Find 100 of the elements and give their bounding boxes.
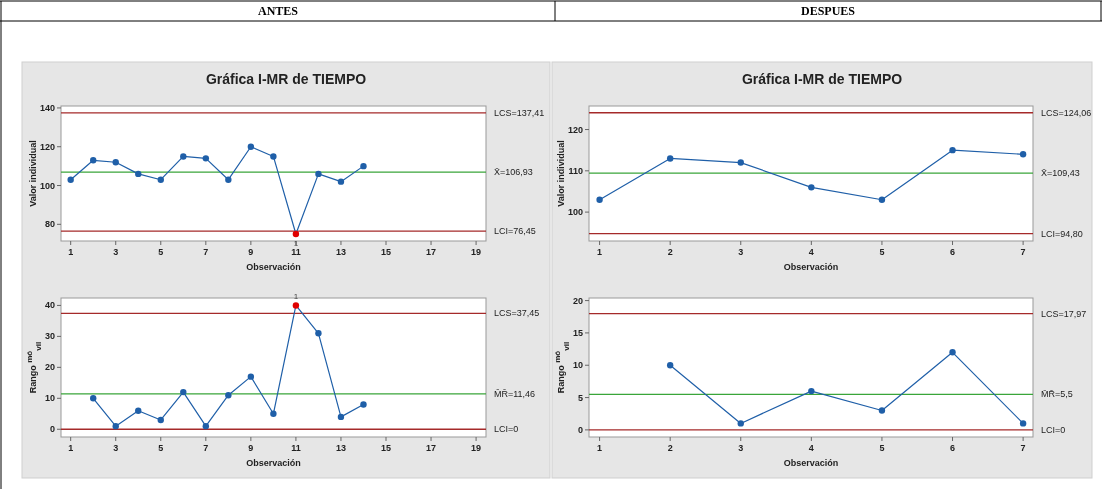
annotation: 1: [293, 239, 299, 249]
y-tick-label: 40: [44, 300, 55, 311]
x-tick-label: 3: [738, 247, 744, 257]
x-tick-label: 3: [113, 247, 119, 257]
point: [360, 401, 367, 408]
x-tick-label: 3: [738, 443, 744, 453]
point: [1019, 151, 1027, 158]
x-tick-label: 4: [808, 443, 814, 453]
y-tick-label: 15: [572, 327, 583, 338]
point: [808, 184, 815, 191]
point: [808, 387, 815, 395]
annotation: 1: [293, 292, 299, 302]
x-tick-label: 4: [808, 247, 814, 257]
point: [112, 422, 119, 430]
point: [180, 153, 187, 160]
ref-line-label: LCI=0: [494, 424, 519, 435]
point: [135, 170, 142, 178]
point: [1019, 420, 1027, 427]
x-axis-title: Observación: [783, 458, 839, 468]
text: DESPUES: [800, 4, 856, 18]
y-tick-label: 0: [49, 424, 55, 435]
point: [270, 153, 277, 160]
x-tick-label: 19: [471, 443, 482, 453]
x-tick-label: 6: [950, 443, 956, 453]
point: [202, 422, 210, 430]
ref-line-label: X̄=106,93: [494, 167, 533, 178]
ref-line-label: LCI=94,80: [1041, 228, 1083, 239]
ref-line-label: LCS=124,06: [1041, 107, 1092, 118]
x-tick-label: 5: [158, 247, 164, 257]
point: [247, 373, 255, 380]
x-tick-label: 1: [597, 443, 603, 453]
y-tick-label: 20: [44, 362, 55, 373]
x-axis-title: Observación: [246, 458, 301, 468]
ref-line-label: M̄R̄=5,5: [1041, 389, 1073, 400]
point: [949, 146, 956, 154]
point: [157, 176, 164, 183]
x-tick-label: 15: [380, 247, 392, 257]
ref-line-label: LCS=137,41: [494, 107, 545, 118]
x-tick-label: 9: [248, 443, 254, 453]
y-tick-label: 80: [44, 219, 55, 230]
point: [596, 196, 603, 203]
x-tick-label: 11: [291, 443, 301, 453]
ref-line-label: LCI=76,45: [494, 226, 536, 237]
x-tick-label: 5: [158, 443, 164, 453]
x-tick-label: 17: [426, 443, 437, 453]
x-tick-label: 3: [113, 443, 119, 453]
x-tick-label: 17: [426, 247, 437, 257]
x-tick-label: 1: [68, 247, 74, 257]
y-tick-label: 110: [568, 165, 583, 176]
y-tick-label: 5: [577, 392, 583, 403]
x-tick-label: 15: [380, 443, 392, 453]
point: [337, 413, 345, 421]
point: [337, 178, 345, 185]
point: [949, 349, 956, 356]
point: [225, 392, 232, 399]
y-tick-label: 120: [567, 124, 583, 135]
ref-line-label: LCS=37,45: [494, 308, 540, 319]
point: [135, 407, 142, 414]
x-tick-label: 19: [471, 247, 482, 257]
y-tick-label: 10: [44, 393, 55, 404]
x-tick-label: 13: [335, 443, 346, 453]
x-tick-label: 7: [203, 443, 209, 453]
point: [247, 143, 255, 150]
chart-title: Gráfica I-MR de TIEMPO: [741, 71, 903, 87]
ref-line-label: M̄R̄=11,46: [494, 388, 536, 399]
point: [315, 330, 322, 337]
x-tick-label: 7: [1020, 443, 1026, 453]
point: [225, 176, 232, 183]
ref-line-label: X̄=109,43: [1041, 168, 1080, 179]
x-tick-label: 5: [879, 247, 885, 257]
x-tick-label: 11: [291, 247, 301, 257]
y-tick-label: 30: [44, 331, 55, 342]
x-tick-label: 6: [950, 247, 956, 257]
point: [737, 159, 744, 166]
y-tick-label: 20: [572, 295, 583, 306]
y-tick-label: 10: [572, 360, 583, 371]
point: [878, 196, 886, 203]
point: [202, 155, 210, 162]
point: [737, 420, 744, 427]
point: [157, 416, 164, 424]
chart-title: Gráfica I-MR de TIEMPO: [205, 71, 367, 87]
y-tick-label: 140: [39, 102, 55, 113]
x-tick-label: 13: [335, 247, 346, 257]
point: [292, 230, 300, 238]
point: [360, 162, 367, 170]
y-tick-label: 0: [577, 424, 583, 435]
point: [878, 407, 886, 414]
point: [180, 388, 187, 396]
point: [67, 176, 74, 183]
point: [270, 410, 277, 417]
x-tick-label: 7: [203, 247, 209, 257]
point: [666, 362, 674, 369]
point: [315, 170, 322, 178]
x-tick-label: 2: [667, 247, 673, 257]
text: ANTES: [257, 4, 299, 18]
y-tick-label: 100: [567, 207, 583, 218]
point: [90, 395, 97, 402]
x-axis-title: Observación: [246, 262, 301, 272]
point: [292, 302, 300, 309]
y-axis-title: Valor individual: [28, 140, 38, 207]
